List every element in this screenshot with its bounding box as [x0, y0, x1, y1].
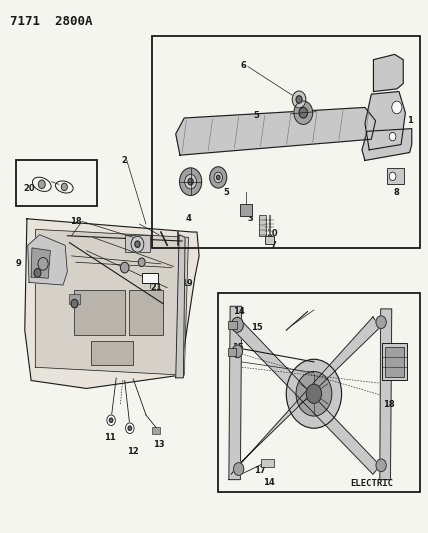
Text: 3: 3 [247, 214, 253, 223]
Polygon shape [25, 219, 199, 389]
Circle shape [217, 175, 220, 180]
Polygon shape [31, 248, 50, 278]
Circle shape [107, 415, 116, 425]
Circle shape [299, 108, 308, 118]
Text: 5: 5 [253, 111, 259, 120]
Text: 7: 7 [270, 241, 276, 250]
Bar [261, 459, 273, 467]
Circle shape [294, 101, 312, 124]
Polygon shape [28, 235, 67, 285]
Bar [74, 290, 125, 335]
Text: 13: 13 [153, 440, 164, 449]
Text: 11: 11 [104, 433, 116, 442]
Circle shape [39, 180, 45, 189]
Polygon shape [36, 229, 188, 375]
Text: 14: 14 [263, 478, 275, 487]
Circle shape [34, 269, 41, 277]
Polygon shape [365, 92, 405, 150]
Bar [91, 341, 133, 365]
Circle shape [296, 96, 302, 103]
Bar [386, 168, 404, 184]
Bar [142, 273, 158, 284]
Text: 9: 9 [15, 260, 21, 268]
Text: 14: 14 [233, 307, 244, 316]
Text: 15: 15 [232, 343, 244, 352]
Circle shape [184, 174, 196, 189]
Bar [218, 293, 420, 492]
Text: 8: 8 [394, 188, 400, 197]
Circle shape [188, 179, 193, 185]
Circle shape [135, 241, 140, 247]
Bar [125, 235, 150, 252]
Text: 1: 1 [407, 116, 413, 125]
Bar [152, 36, 420, 248]
Circle shape [232, 317, 244, 332]
Circle shape [306, 384, 321, 403]
Text: 4: 4 [186, 214, 191, 223]
Polygon shape [374, 54, 403, 92]
Circle shape [376, 459, 386, 472]
Circle shape [392, 101, 402, 114]
Bar [240, 204, 252, 216]
Bar [229, 320, 237, 329]
Bar [69, 294, 80, 304]
Circle shape [131, 236, 144, 252]
Circle shape [389, 172, 396, 181]
Circle shape [125, 423, 134, 433]
Circle shape [296, 372, 332, 416]
Bar [385, 347, 404, 377]
Circle shape [180, 168, 202, 196]
Text: 6: 6 [241, 61, 247, 69]
Bar [229, 348, 236, 356]
Circle shape [214, 172, 223, 183]
Circle shape [234, 463, 244, 475]
Text: ELECTRIC: ELECTRIC [350, 479, 393, 488]
Circle shape [138, 258, 145, 266]
Text: 15: 15 [252, 323, 263, 332]
Circle shape [286, 359, 342, 428]
Text: 5: 5 [224, 188, 230, 197]
Polygon shape [231, 317, 380, 474]
Polygon shape [362, 128, 412, 160]
Bar [16, 160, 97, 206]
Bar [382, 343, 407, 381]
Bar [265, 236, 274, 244]
Circle shape [61, 183, 67, 191]
Polygon shape [231, 317, 380, 474]
Circle shape [232, 345, 243, 358]
Text: 21: 21 [151, 283, 163, 292]
Polygon shape [176, 235, 185, 378]
Bar [129, 290, 163, 335]
Circle shape [210, 167, 227, 188]
Circle shape [110, 418, 113, 422]
Circle shape [38, 257, 48, 270]
Text: 17: 17 [254, 466, 266, 475]
Text: 20: 20 [23, 183, 35, 192]
Circle shape [376, 316, 386, 328]
Bar [259, 215, 266, 236]
Circle shape [128, 426, 131, 430]
Bar [152, 427, 160, 433]
Text: 18: 18 [383, 400, 395, 409]
Text: 19: 19 [181, 279, 192, 288]
Text: 16: 16 [396, 369, 408, 378]
Text: 12: 12 [128, 447, 139, 456]
Polygon shape [176, 108, 376, 155]
Polygon shape [229, 306, 242, 480]
Circle shape [120, 262, 129, 273]
Text: 7171  2800A: 7171 2800A [10, 14, 92, 28]
Circle shape [71, 300, 78, 308]
Text: 10: 10 [266, 229, 277, 238]
Circle shape [292, 91, 306, 108]
Text: 2: 2 [122, 156, 128, 165]
Text: 18: 18 [70, 217, 82, 226]
Polygon shape [380, 309, 392, 480]
Circle shape [389, 132, 396, 141]
